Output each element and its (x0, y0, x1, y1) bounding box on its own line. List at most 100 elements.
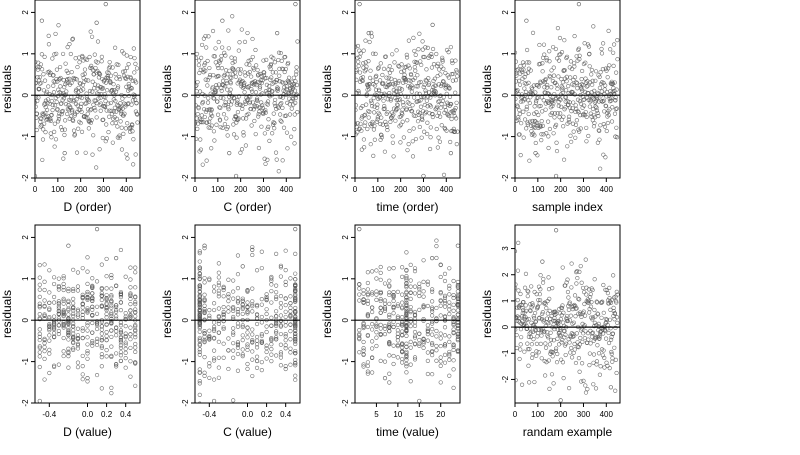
residual-point (61, 349, 66, 354)
residual-point (71, 128, 77, 133)
residual-point (404, 312, 409, 318)
residual-point (128, 337, 133, 342)
residual-point (109, 108, 114, 113)
residual-point (128, 292, 133, 297)
residual-point (615, 57, 620, 62)
residual-point (406, 142, 411, 147)
residual-point (378, 270, 383, 275)
residual-point (37, 312, 42, 317)
residual-point (69, 109, 75, 114)
residual-point (365, 126, 370, 132)
residual-point (575, 340, 580, 345)
residual-point (109, 310, 114, 315)
residual-point (366, 108, 371, 114)
residual-point (370, 104, 375, 109)
residual-point (241, 130, 246, 135)
residual-point (56, 117, 62, 122)
residual-point (92, 86, 97, 91)
residual-point (197, 265, 202, 270)
residual-point (526, 289, 531, 294)
residual-point (583, 109, 588, 115)
residual-point (212, 54, 217, 59)
residual-point (216, 283, 221, 288)
residual-point (74, 97, 79, 102)
residual-point (279, 100, 284, 106)
residual-point (364, 64, 369, 69)
residual-point (417, 307, 422, 312)
residual-point (123, 324, 128, 329)
y-tick-label: -2 (501, 375, 510, 383)
residual-point (368, 68, 373, 73)
residual-point (541, 132, 546, 137)
residual-point (412, 335, 418, 340)
residual-point (106, 71, 111, 76)
residual-point (69, 80, 74, 85)
residual-point (237, 40, 242, 45)
residual-point (382, 306, 388, 311)
residual-point (539, 132, 544, 137)
residual-point (426, 90, 432, 95)
residual-point (259, 333, 264, 338)
residual-point (275, 88, 280, 93)
residual-point (211, 398, 217, 403)
y-tick-label: 0 (181, 92, 190, 97)
residual-point (214, 85, 220, 90)
residual-point (361, 48, 366, 53)
residual-point (278, 331, 284, 337)
residual-point (357, 286, 362, 291)
residual-point (589, 300, 594, 305)
residual-point (428, 146, 433, 152)
residual-point (519, 69, 525, 74)
residual-point (395, 355, 400, 360)
residual-point (223, 84, 228, 89)
residual-point (409, 89, 414, 94)
residual-point (99, 338, 104, 343)
residual-point (245, 97, 250, 102)
residual-point (437, 94, 442, 99)
residual-point (293, 322, 298, 327)
residual-point (401, 80, 406, 85)
residual-point (567, 105, 573, 110)
residual-point (359, 116, 364, 121)
residual-point (558, 97, 563, 102)
residual-point (382, 305, 388, 310)
residual-point (235, 253, 241, 258)
residual-point (93, 108, 98, 113)
residual-point (274, 290, 279, 295)
residual-point (412, 95, 417, 100)
residual-point (274, 157, 279, 162)
residual-point (42, 279, 47, 284)
residual-point (293, 373, 298, 378)
residual-point (363, 38, 368, 43)
residual-point (607, 63, 612, 68)
residual-point (293, 336, 298, 342)
residual-point (387, 278, 392, 283)
residual-point (246, 111, 251, 116)
residual-point (553, 173, 559, 178)
residual-point (427, 81, 432, 86)
residual-point (236, 67, 241, 72)
residual-point (100, 86, 105, 91)
residual-point (438, 359, 443, 364)
residual-point (90, 313, 95, 318)
residual-point (523, 97, 528, 102)
residual-point (61, 156, 66, 161)
residual-point (551, 381, 556, 386)
residual-point (50, 103, 55, 108)
residual-point (90, 339, 95, 344)
residual-point (51, 90, 57, 95)
residual-point (40, 157, 45, 163)
residual-point (382, 326, 388, 331)
residual-point (109, 321, 114, 326)
residual-point (47, 333, 52, 338)
residual-point (518, 347, 523, 352)
residual-point (99, 262, 104, 267)
residual-point (37, 301, 42, 306)
residual-point (100, 135, 105, 141)
residual-point (355, 107, 358, 113)
residual-point (430, 46, 436, 52)
residual-point (580, 361, 585, 366)
residual-point (554, 82, 559, 87)
residual-point (235, 340, 241, 345)
